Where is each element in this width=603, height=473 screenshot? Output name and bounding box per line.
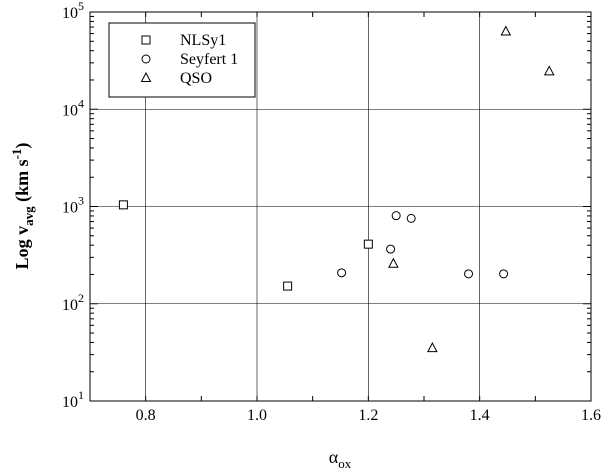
data-point-circle	[391, 211, 401, 221]
legend: NLSy1 Seyfert 1 QSO	[108, 22, 256, 98]
data-point-circle	[337, 268, 347, 278]
legend-box	[108, 22, 256, 98]
legend-label: QSO	[180, 70, 212, 87]
y-tick-labels: 101 102 103 104 105	[62, 0, 84, 411]
y-tick-label: 104	[62, 96, 84, 119]
data-point-circle	[386, 244, 396, 254]
x-tick-labels: 0.8 1.0 1.2 1.4 1.6	[136, 407, 601, 424]
legend-marker-triangle	[140, 71, 152, 82]
x-tick-label: 1.4	[470, 407, 490, 424]
x-tick-label: 1.2	[358, 407, 378, 424]
data-point-circle	[464, 269, 474, 279]
y-tick-label: 101	[62, 388, 84, 411]
data-point-circle	[406, 213, 416, 223]
legend-marker-square	[141, 35, 151, 45]
y-tick-label: 105	[62, 0, 84, 22]
x-tick-label: 1.0	[247, 407, 267, 424]
legend-label: NLSy1	[180, 32, 226, 49]
legend-marker-circle	[141, 54, 151, 64]
y-tick-label: 103	[62, 194, 84, 217]
x-axis-label: αox	[329, 447, 352, 471]
data-point-square	[363, 239, 373, 249]
data-point-triangle	[427, 342, 438, 353]
data-point-square	[283, 281, 293, 291]
y-axis-label: Log vavg (km s-1)	[9, 143, 36, 270]
x-tick-label: 0.8	[136, 407, 156, 424]
data-point-square	[118, 200, 128, 210]
data-point-triangle	[543, 65, 555, 76]
legend-label: Seyfert 1	[180, 51, 238, 68]
data-point-circle	[499, 269, 509, 279]
data-point-triangle	[388, 257, 399, 268]
x-tick-label: 1.6	[581, 407, 601, 424]
data-point-triangle	[500, 25, 512, 36]
plot-area-frame	[89, 11, 592, 402]
data-points	[118, 25, 555, 353]
y-tick-label: 102	[62, 291, 84, 314]
